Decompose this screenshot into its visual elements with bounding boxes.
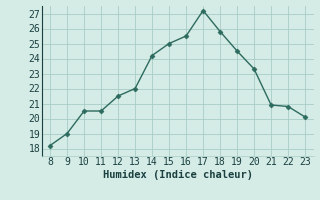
- X-axis label: Humidex (Indice chaleur): Humidex (Indice chaleur): [103, 170, 252, 180]
